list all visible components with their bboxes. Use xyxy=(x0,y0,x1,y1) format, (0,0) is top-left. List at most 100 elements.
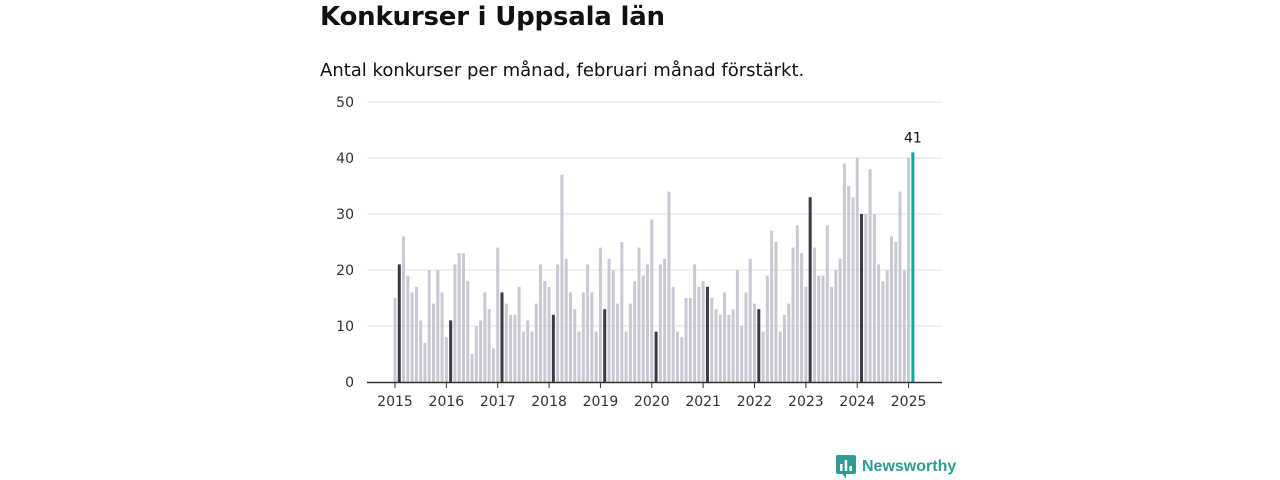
month-bar xyxy=(894,242,898,382)
y-tick-label: 50 xyxy=(336,95,354,111)
x-tick-label: 2015 xyxy=(377,394,413,410)
month-bar xyxy=(504,303,508,382)
month-bar xyxy=(663,258,667,382)
month-bar xyxy=(461,253,465,382)
month-bar xyxy=(594,331,598,382)
month-bar xyxy=(842,163,846,382)
x-tick-label: 2023 xyxy=(788,394,824,410)
month-bar xyxy=(624,331,628,382)
month-bar xyxy=(620,242,624,382)
month-bar xyxy=(667,191,671,382)
month-bar xyxy=(650,219,654,382)
month-bar xyxy=(889,236,893,382)
february-bar xyxy=(603,309,607,382)
month-bar xyxy=(483,292,487,382)
february-bar xyxy=(860,214,864,382)
month-bar xyxy=(800,253,804,382)
month-bar xyxy=(496,247,500,382)
month-bar xyxy=(423,342,427,382)
x-tick-label: 2020 xyxy=(634,394,670,410)
month-bar xyxy=(787,303,791,382)
month-bar xyxy=(731,309,735,382)
brand-name: Newsworthy xyxy=(862,458,957,475)
month-bar xyxy=(718,314,722,382)
month-bar xyxy=(406,275,410,382)
month-bar xyxy=(393,298,397,382)
month-bar xyxy=(543,281,547,382)
february-bar xyxy=(551,314,555,382)
month-bar xyxy=(680,337,684,382)
month-bar xyxy=(419,320,423,382)
month-bar xyxy=(855,158,859,382)
month-bar xyxy=(414,286,418,382)
month-bar xyxy=(444,337,448,382)
month-bar xyxy=(517,286,521,382)
month-bar xyxy=(735,270,739,382)
month-bar xyxy=(881,281,885,382)
month-bar xyxy=(457,253,461,382)
month-bar xyxy=(577,331,581,382)
month-bar xyxy=(675,331,679,382)
month-bar xyxy=(560,174,564,382)
y-tick-label: 40 xyxy=(336,151,354,167)
month-bar xyxy=(817,275,821,382)
y-tick-label: 0 xyxy=(345,375,354,391)
x-tick-label: 2021 xyxy=(685,394,721,410)
month-bar xyxy=(671,286,675,382)
month-bar xyxy=(714,309,718,382)
month-bar xyxy=(436,270,440,382)
month-bar xyxy=(877,264,881,382)
month-bar xyxy=(479,320,483,382)
february-bar xyxy=(449,320,453,382)
month-bar xyxy=(581,292,585,382)
chart-subtitle: Antal konkurser per månad, februari måna… xyxy=(320,60,805,81)
month-bar xyxy=(847,186,851,382)
month-bar xyxy=(748,258,752,382)
month-bar xyxy=(526,320,530,382)
y-tick-label: 30 xyxy=(336,207,354,223)
february-bar xyxy=(654,331,658,382)
month-bar xyxy=(838,258,842,382)
month-bar xyxy=(539,264,543,382)
month-bar xyxy=(761,331,765,382)
month-bar xyxy=(530,331,534,382)
month-bar xyxy=(723,292,727,382)
month-bar xyxy=(834,270,838,382)
february-bar xyxy=(808,197,812,382)
month-bar xyxy=(432,303,436,382)
latest-value-label: 41 xyxy=(904,130,922,146)
month-bar xyxy=(872,214,876,382)
x-tick-label: 2025 xyxy=(891,394,927,410)
month-bar xyxy=(727,314,731,382)
month-bar xyxy=(440,292,444,382)
month-bar xyxy=(611,270,615,382)
x-tick-label: 2022 xyxy=(737,394,773,410)
month-bar xyxy=(474,326,478,382)
month-bar xyxy=(616,303,620,382)
month-bar xyxy=(521,331,525,382)
latest-bar xyxy=(911,152,915,382)
month-bar xyxy=(710,298,714,382)
month-bar xyxy=(568,292,572,382)
month-bar xyxy=(453,264,457,382)
x-tick-label: 2024 xyxy=(839,394,875,410)
month-bar xyxy=(791,247,795,382)
month-bar xyxy=(851,197,855,382)
month-bar xyxy=(804,286,808,382)
month-bar xyxy=(658,264,662,382)
month-bar xyxy=(830,286,834,382)
month-bar xyxy=(774,242,778,382)
month-bar xyxy=(598,247,602,382)
month-bar xyxy=(782,314,786,382)
month-bar xyxy=(509,314,513,382)
month-bar xyxy=(885,270,889,382)
month-bar xyxy=(646,264,650,382)
month-bar xyxy=(770,230,774,382)
month-bar xyxy=(470,354,474,382)
february-bar xyxy=(757,309,761,382)
month-bar xyxy=(825,225,829,382)
month-bar xyxy=(907,158,911,382)
chart-title: Konkurser i Uppsala län xyxy=(320,2,665,32)
month-bar xyxy=(633,281,637,382)
month-bar xyxy=(487,309,491,382)
